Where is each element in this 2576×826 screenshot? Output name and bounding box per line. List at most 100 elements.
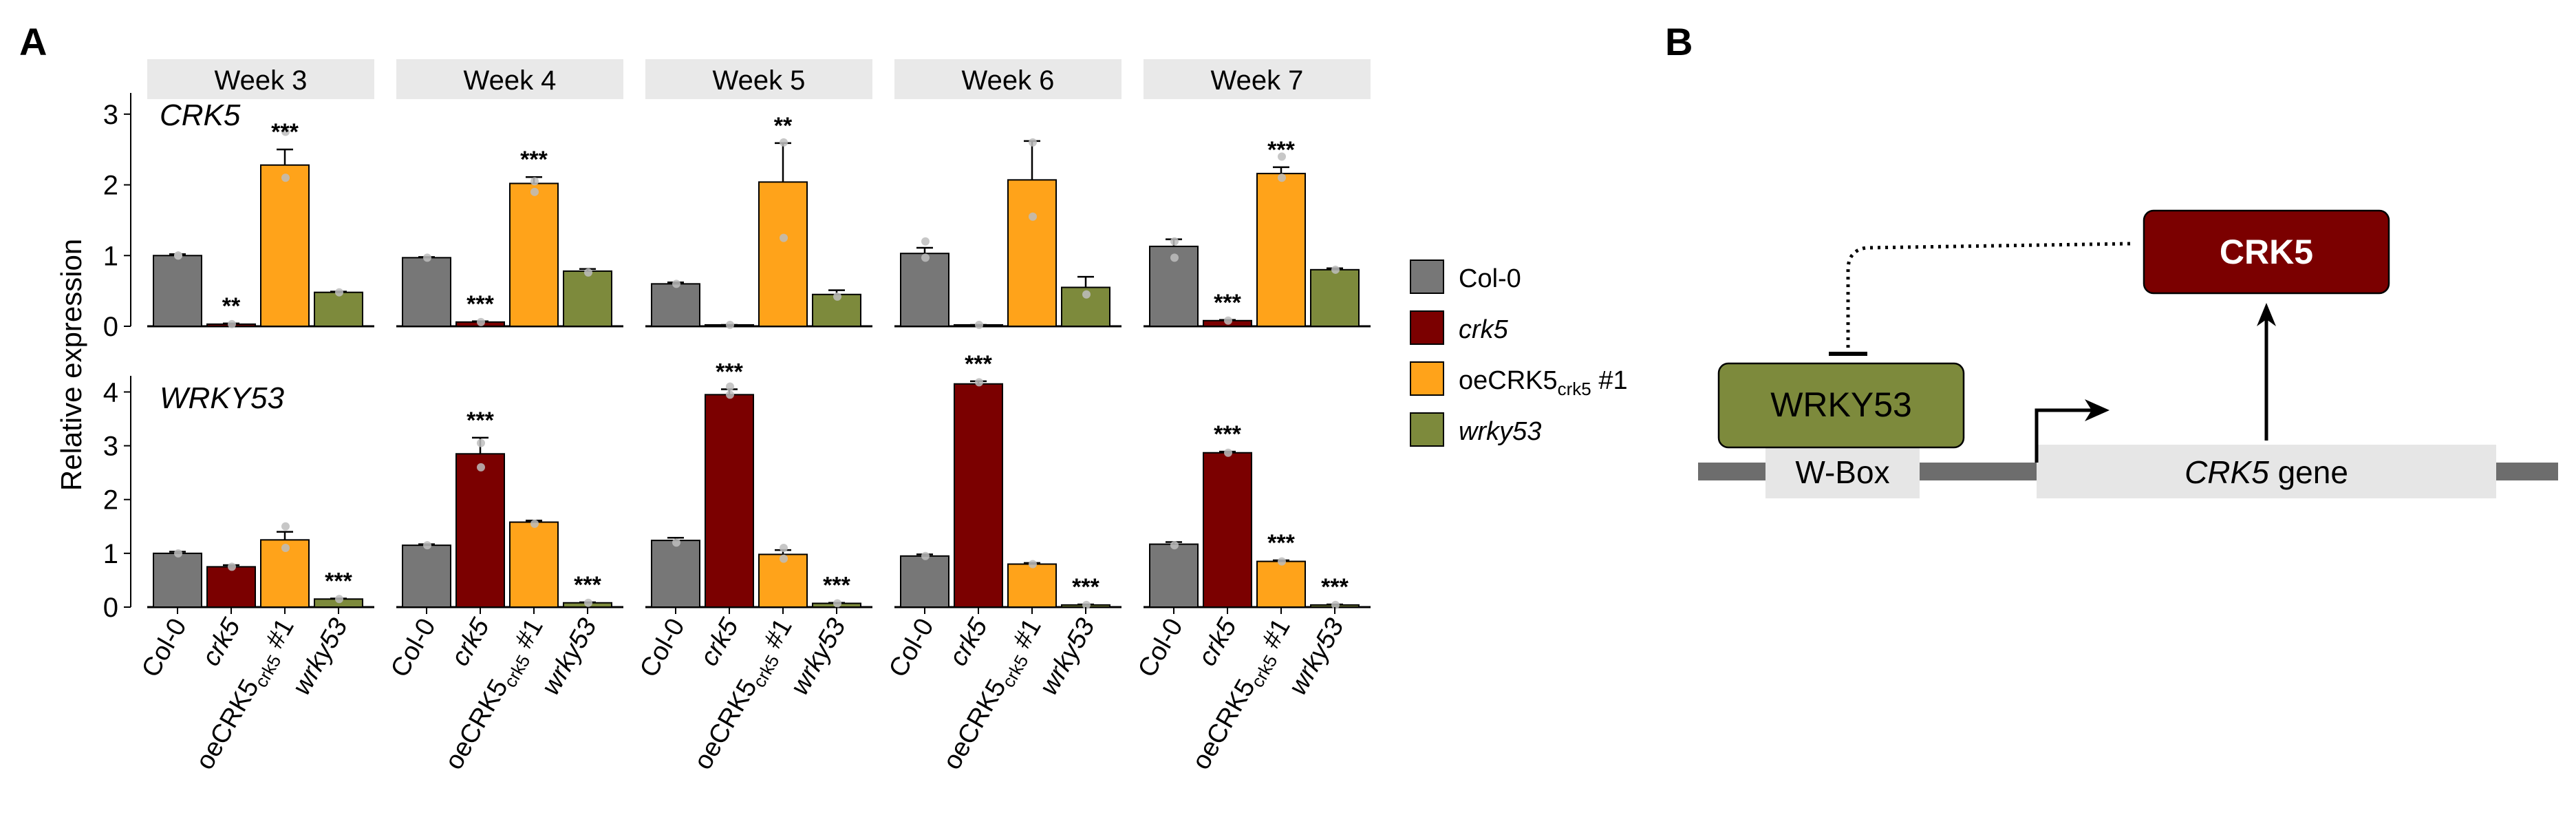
week-strip-label: Week 3	[215, 65, 308, 96]
wrky53-protein	[1717, 362, 1965, 449]
significance-label: ***	[1267, 530, 1295, 556]
data-point	[423, 253, 431, 262]
week-strip-label: Week 6	[962, 65, 1055, 96]
data-point	[174, 549, 182, 558]
data-point	[584, 268, 592, 277]
regulation-diagram: W-Box CRK5 gene WRKY53 CRK5	[1698, 209, 2558, 498]
bar	[705, 394, 754, 608]
data-point	[780, 554, 788, 563]
data-point	[726, 320, 734, 329]
week-strip	[396, 59, 623, 99]
significance-label: ***	[1321, 574, 1349, 600]
y-tick-label: 1	[103, 539, 118, 569]
data-point	[1278, 173, 1286, 182]
legend-label-wrky53: wrky53	[1459, 417, 1541, 446]
bar	[455, 453, 505, 608]
significance-label: ***	[325, 568, 352, 594]
significance-label: ***	[271, 119, 299, 145]
bar	[1256, 173, 1306, 327]
bar-chart-grid: Week 3 Week 4 Week 5 Week 6 Week 7 0 1 2 3 CRK5 **…	[103, 59, 1371, 774]
data-point	[921, 551, 930, 560]
data-point	[1278, 152, 1286, 161]
y-tick-label: 0	[103, 312, 118, 342]
data-point	[423, 541, 431, 550]
bar	[153, 255, 202, 328]
data-point	[1082, 600, 1091, 609]
bar	[314, 291, 363, 328]
transcription-arrowhead	[2085, 399, 2110, 421]
data-point	[1029, 138, 1037, 147]
legend-label-col0: Col-0	[1459, 264, 1521, 293]
data-point	[228, 562, 236, 571]
bar	[651, 283, 700, 328]
x-tick-label: crk5	[446, 613, 496, 671]
data-point	[975, 320, 983, 329]
y-tick-label: 2	[103, 171, 118, 201]
data-point	[1224, 316, 1232, 325]
wbox-region	[1765, 445, 1920, 498]
x-tick-label: Col-0	[136, 614, 193, 683]
legend-label-oecrk5: oeCRK5crk5 #1	[1459, 366, 1628, 399]
data-point	[281, 544, 290, 553]
significance-label: ***	[1267, 137, 1295, 163]
crk5-gene-label: CRK5 gene	[2185, 454, 2348, 490]
y-tick-label: 3	[103, 100, 118, 130]
wbox-label: W-Box	[1795, 454, 1889, 490]
bar	[651, 540, 700, 608]
week-strip-label: Week 5	[713, 65, 806, 96]
x-tick-label: Col-0	[634, 614, 691, 683]
week-strip	[645, 59, 872, 99]
legend-label-crk5: crk5	[1459, 315, 1509, 344]
data-point	[1224, 448, 1232, 457]
significance-label: ***	[520, 147, 548, 173]
significance-label: ***	[1072, 574, 1099, 600]
significance-label: ***	[466, 291, 494, 317]
bar	[260, 164, 310, 327]
gene-label: WRKY53	[160, 381, 284, 415]
data-point	[921, 253, 930, 262]
week-strip	[147, 59, 374, 99]
legend-swatch-col0	[1410, 260, 1444, 294]
x-tick-label: crk5	[944, 613, 994, 671]
significance-label: **	[774, 113, 793, 139]
significance-label: **	[222, 293, 241, 319]
expression-arrowhead	[2257, 303, 2276, 326]
bar	[509, 521, 559, 608]
bar	[1007, 179, 1057, 328]
y-axis-label: Relative expression	[55, 239, 87, 491]
bar	[1203, 452, 1252, 608]
data-point	[530, 187, 539, 196]
data-point	[1170, 253, 1179, 262]
week-strip-label: Week 7	[1211, 65, 1304, 96]
bar	[402, 544, 451, 608]
bar	[758, 181, 808, 327]
y-tick-label: 1	[103, 241, 118, 271]
data-point	[672, 279, 680, 288]
data-point	[726, 382, 734, 391]
y-tick-label: 0	[103, 593, 118, 623]
data-point	[1170, 237, 1179, 246]
bar	[900, 555, 949, 608]
y-tick-label: 3	[103, 432, 118, 462]
bar	[1007, 563, 1057, 608]
data-point	[921, 237, 930, 246]
bar	[1310, 268, 1360, 327]
legend-swatch-crk5	[1410, 310, 1444, 345]
bar	[402, 257, 451, 328]
bar	[1256, 560, 1306, 608]
significance-label: ***	[965, 351, 992, 377]
bar	[509, 182, 559, 327]
significance-label: ***	[823, 573, 850, 599]
data-point	[335, 595, 343, 604]
data-point	[1278, 557, 1286, 566]
data-point	[530, 519, 539, 528]
data-point	[833, 292, 841, 301]
data-point	[726, 390, 734, 399]
feedback-inhibition-line	[1846, 242, 2131, 352]
data-point	[584, 598, 592, 607]
data-point	[780, 544, 788, 553]
y-tick-label: 2	[103, 485, 118, 516]
bar	[1149, 543, 1199, 608]
week-strip	[1144, 59, 1371, 99]
